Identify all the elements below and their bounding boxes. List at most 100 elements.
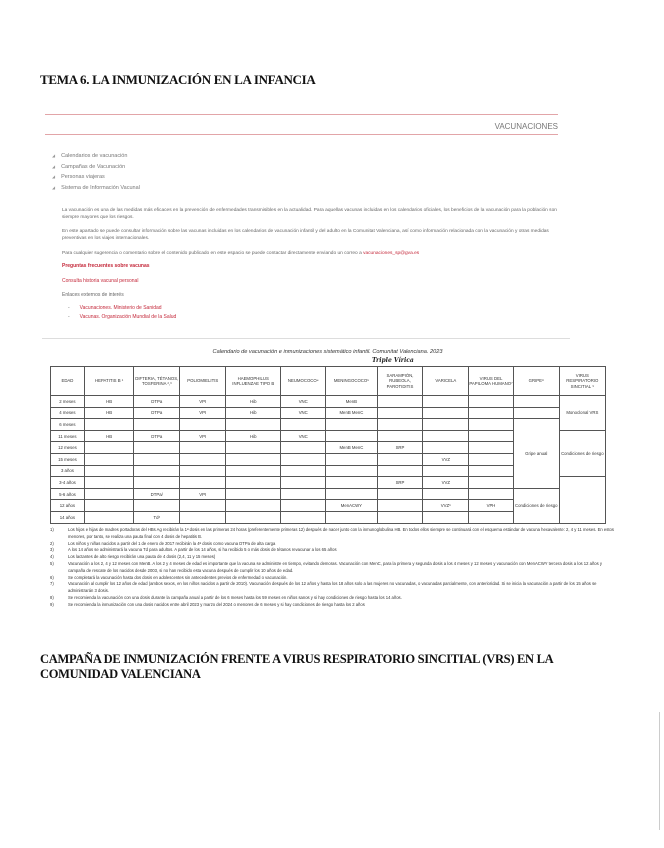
- menu-item-viajeros[interactable]: Personas viajeras: [52, 172, 140, 183]
- vaccine-cell: [179, 476, 227, 489]
- vaccine-cell: MenACWY: [325, 499, 378, 512]
- age-cell: 5-6 años: [50, 487, 85, 501]
- page-heading: TEMA 6. LA INMUNIZACIÓN EN LA INFANCIA: [40, 72, 316, 87]
- vaccine-cell: [325, 487, 378, 501]
- footnote: 4) Los lactantes de alto riesgo recibirán…: [50, 554, 615, 561]
- vaccine-cell: VVZ: [422, 476, 470, 489]
- vaccine-cell: [376, 418, 424, 431]
- vrs-cell: Monoclonal VRS: [558, 395, 607, 431]
- vaccine-cell: [179, 452, 227, 466]
- divider-bottom: [45, 134, 558, 135]
- external-link-ministerio[interactable]: Vacunaciones. Ministerio de Sanidad: [68, 305, 162, 311]
- vaccine-cell: [468, 418, 514, 431]
- handwritten-note: Triple Vírica: [372, 357, 414, 364]
- vaccine-cell: DTPa: [133, 429, 181, 443]
- vaccine-cell: [468, 395, 514, 408]
- column-header: HEPATITIS B ¹: [83, 366, 135, 396]
- vaccine-cell: [468, 429, 514, 443]
- vaccine-cell: [422, 406, 470, 420]
- vaccine-cell: [376, 452, 424, 466]
- column-header: EDAD: [50, 366, 85, 396]
- vaccine-cell: VNC: [280, 406, 327, 420]
- intro-paragraph-1: La vacunación es una de las medidas más …: [62, 208, 557, 220]
- age-cell: 12 meses: [50, 441, 85, 454]
- vaccine-cell: VPI: [179, 395, 227, 408]
- footnote-text: Vacunación a los 2, 4 y 12 meses con Men…: [68, 560, 602, 573]
- vaccine-cell: [179, 499, 227, 512]
- vaccine-cell: [83, 464, 135, 478]
- vaccine-cell: [179, 441, 227, 454]
- gripe-cell: Gripe anual: [512, 418, 560, 489]
- age-cell: 11 meses: [50, 429, 85, 443]
- vaccine-cell: [376, 429, 424, 443]
- external-link-oms[interactable]: Vacunas. Organización Mundial de la Salu…: [68, 314, 177, 320]
- vaccine-cell: [179, 510, 227, 524]
- vaccine-cell: [468, 452, 514, 466]
- footnote-text: Se completará la vacunación hasta dos do…: [68, 574, 288, 580]
- menu-item-calendarios[interactable]: Calendarios de vacunación: [52, 151, 140, 162]
- column-header: VARICELA: [422, 366, 470, 396]
- vaccine-cell: [83, 510, 135, 524]
- vaccine-cell: Td³: [133, 510, 181, 524]
- vaccine-cell: [179, 464, 227, 478]
- vaccine-cell: [325, 429, 378, 443]
- vaccine-cell: [280, 510, 327, 524]
- vaccine-cell: [468, 487, 514, 501]
- vaccine-cell: HB: [83, 395, 135, 408]
- vaccine-cell: MenB MenC: [325, 406, 378, 420]
- footnote-text: Vacunación al cumplir los 12 años de eda…: [68, 581, 597, 594]
- column-header: HAEMOPHILUS INFLUENZAE TIPO B: [225, 366, 282, 396]
- vaccine-cell: VPI: [179, 406, 227, 420]
- footnote: 9) Se recomienda la inmunización con una …: [50, 602, 615, 609]
- vaccine-cell: [376, 406, 424, 420]
- column-header: NEUMOCOCO⁴: [280, 366, 327, 396]
- vrs-cell: Condiciones de riesgo: [558, 429, 607, 478]
- vaccine-cell: [468, 510, 514, 524]
- age-cell: 12 años: [50, 499, 85, 512]
- menu-item-campanas[interactable]: Campañas de Vacunación: [52, 162, 140, 173]
- vaccine-cell: Hib: [225, 406, 282, 420]
- age-cell: 15 meses: [50, 452, 85, 466]
- vaccine-cell: [376, 510, 424, 524]
- table-caption: Calendario de vacunación e inmunizacione…: [212, 349, 443, 355]
- vaccine-cell: [83, 452, 135, 466]
- footnote-text: Los hijos e hijas de madres portadoras d…: [68, 527, 614, 539]
- vaccine-cell: [83, 441, 135, 454]
- vaccine-cell: VVZ: [422, 452, 470, 466]
- footnote-number: 3): [50, 547, 54, 553]
- vaccine-cell: [376, 487, 424, 501]
- vaccine-cell: [325, 464, 378, 478]
- vaccine-cell: [376, 395, 424, 408]
- section-menu: Calendarios de vacunación Campañas de Va…: [52, 151, 140, 193]
- vaccine-cell: DTPa: [133, 395, 181, 408]
- table-row: 4 meses HB DTPa VPI Hib VNC MenB MenC: [50, 406, 606, 420]
- table-row: 5-6 años DTPa/VPI Condiciones de riesgo: [50, 487, 606, 524]
- vaccine-cell: [376, 464, 424, 478]
- footnote: 6) Se completará la vacunación hasta dos …: [50, 575, 615, 582]
- age-cell: 14 años: [50, 510, 85, 524]
- vaccine-cell: HB: [83, 429, 135, 443]
- vaccine-cell: VNC: [280, 429, 327, 443]
- footnote-number: 7): [50, 581, 54, 587]
- footnote-text: Se recomienda la inmunización con una do…: [68, 601, 365, 607]
- age-cell: 3-4 años: [50, 476, 85, 489]
- vaccine-cell: [468, 464, 514, 478]
- footnote: 5) Vacunación a los 2, 4 y 12 meses con M…: [50, 561, 615, 575]
- vaccine-cell: VPI: [179, 429, 227, 443]
- column-header: SARAMPIÓN, RUBEOLA, PAROTIDITIS: [376, 366, 424, 396]
- footnote-number: 4): [50, 554, 54, 560]
- vaccine-cell: [280, 452, 327, 466]
- faq-link[interactable]: Preguntas frecuentes sobre vacunas: [62, 263, 150, 269]
- table-row: 6 meses Gripe anual: [50, 418, 606, 489]
- footnote: 8) Se recomienda la vacunación con una do…: [50, 595, 615, 602]
- contact-email-link[interactable]: vacunaciones_sp@gva.es: [363, 251, 420, 256]
- history-link[interactable]: Consulta historia vacunal personal: [62, 278, 139, 284]
- vaccine-cell: [133, 452, 181, 466]
- table-row: 2 meses HB DTPa VPI Hib VNC MenB Monoclonal VRS: [50, 395, 607, 431]
- vaccine-cell: [133, 464, 181, 478]
- gripe-cell: Condiciones de riesgo: [512, 487, 560, 524]
- vaccine-cell: [83, 487, 135, 501]
- menu-item-sistema[interactable]: Sistema de Información Vacunal: [52, 183, 140, 194]
- vaccine-cell: [83, 476, 135, 489]
- vaccine-cell: DTPa: [133, 406, 181, 420]
